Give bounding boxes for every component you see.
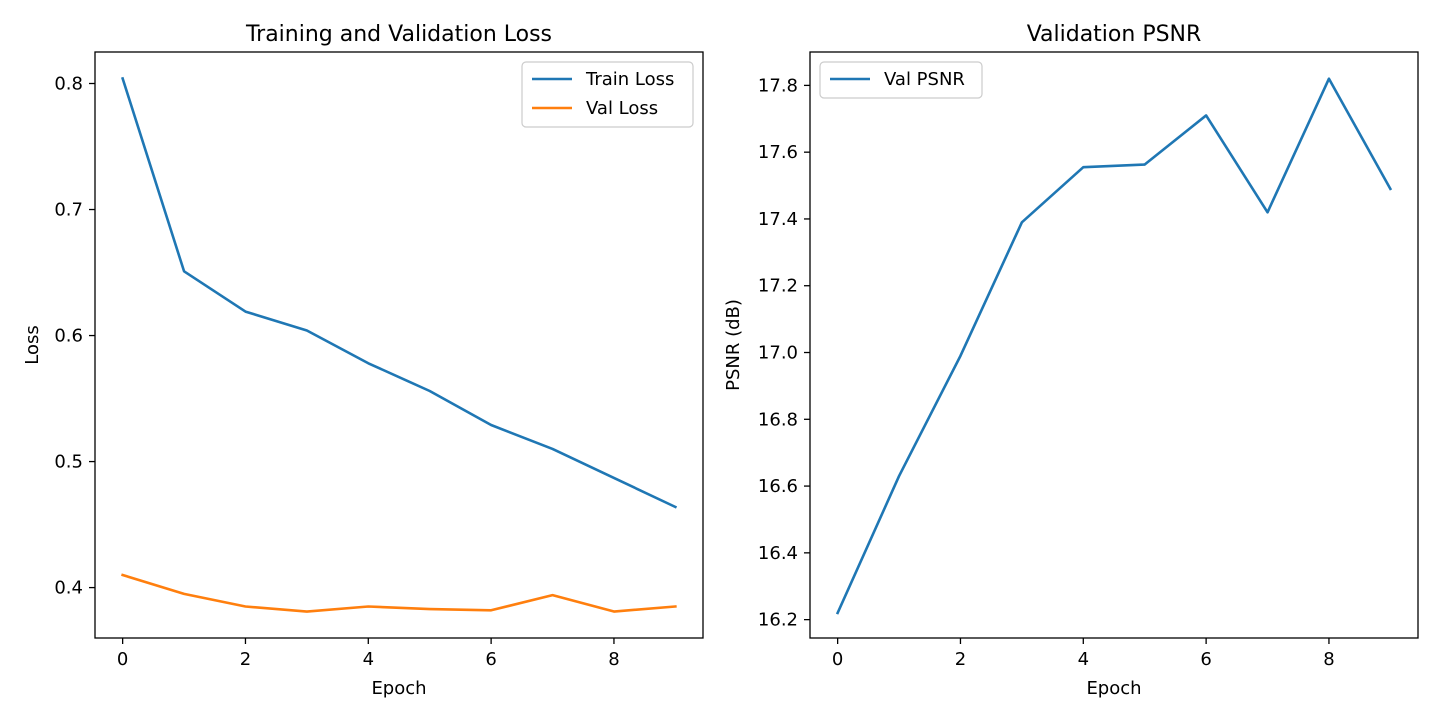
x-tick-label: 2	[955, 649, 966, 670]
x-tick-label: 4	[363, 649, 374, 670]
x-tick-label: 8	[1323, 649, 1334, 670]
y-tick-label: 16.6	[758, 476, 798, 497]
x-tick-label: 0	[117, 649, 128, 670]
y-tick-label: 17.6	[758, 142, 798, 163]
y-tick-label: 0.5	[54, 452, 83, 473]
y-tick-label: 16.8	[758, 409, 798, 430]
legend: Train Loss Val Loss	[521, 61, 694, 128]
y-tick-label: 17.0	[758, 343, 798, 364]
legend-label: Train Loss	[585, 69, 674, 90]
x-tick-label: 4	[1078, 649, 1089, 670]
y-tick-label: 0.6	[54, 326, 83, 347]
x-axis-label: Epoch	[1086, 678, 1141, 699]
y-tick-label: 16.4	[758, 543, 798, 564]
y-tick-label: 0.7	[54, 200, 83, 221]
series-line-val-loss	[121, 573, 677, 613]
series-line-val-psnr	[835, 77, 1393, 615]
y-axis-label: Loss	[22, 325, 43, 364]
chart-panel-2: Validation PSNR 0 2 4 6 8 16.2 16.4 16.6 16.8 17.0…	[723, 22, 1419, 699]
x-tick-label: 8	[608, 649, 619, 670]
y-tick-label: 0.4	[54, 578, 83, 599]
chart-title: Training and Validation Loss	[245, 22, 552, 47]
legend-label: Val PSNR	[884, 69, 965, 90]
legend-label: Val Loss	[586, 98, 658, 119]
legend: Val PSNR	[819, 61, 983, 99]
chart-title: Validation PSNR	[1027, 22, 1202, 47]
legend-box	[819, 61, 983, 99]
x-tick-label: 6	[1200, 649, 1211, 670]
x-tick-label: 2	[240, 649, 251, 670]
series-line-train-loss	[121, 76, 678, 509]
x-tick-label: 6	[485, 649, 496, 670]
y-tick-label: 0.8	[54, 74, 83, 95]
chart-panel-1: Training and Validation Loss 0 2 4 6 8 0.4 0.5 0…	[22, 22, 704, 699]
y-tick-label: 17.8	[758, 75, 798, 96]
plot-frame	[94, 51, 704, 639]
x-tick-label: 0	[832, 649, 843, 670]
x-axis-label: Epoch	[371, 678, 426, 699]
plot-frame	[809, 51, 1419, 639]
y-tick-label: 17.2	[758, 276, 798, 297]
y-tick-label: 16.2	[758, 610, 798, 631]
y-tick-label: 17.4	[758, 209, 798, 230]
y-axis-label: PSNR (dB)	[723, 299, 744, 391]
